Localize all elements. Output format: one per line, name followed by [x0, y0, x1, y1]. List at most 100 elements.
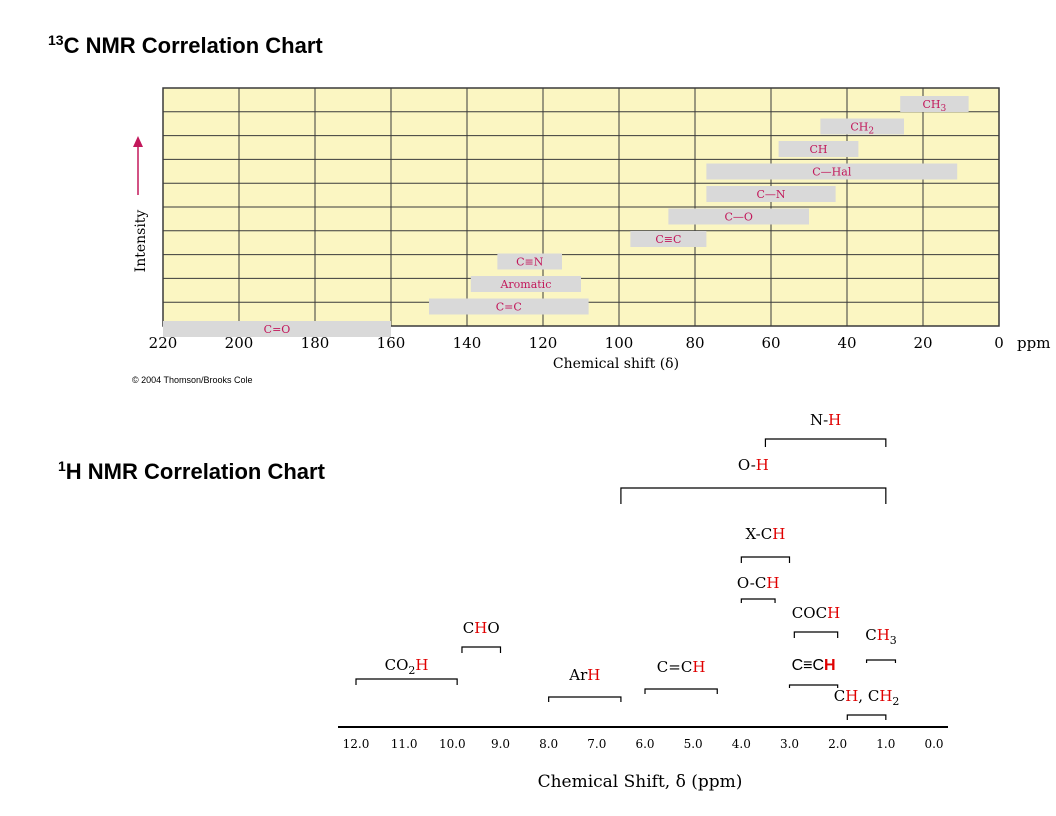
c13-range-c-n: C—N	[706, 186, 836, 202]
c13-range-band	[163, 321, 391, 337]
c13-range-band	[497, 253, 562, 270]
c13-range-c-c: C≡C	[630, 231, 707, 247]
c13-tick-label: 120	[529, 334, 558, 352]
c13-range-band	[630, 231, 707, 247]
h1-tick-label: 12.0	[343, 737, 370, 751]
h1-range-coch: COCH	[792, 604, 840, 638]
c13-range-label: Aromatic	[499, 278, 551, 291]
c13-range-c-o: C=O	[163, 321, 391, 337]
h1-tick-label: 10.0	[439, 737, 466, 751]
c13-tick-label: 160	[377, 334, 406, 352]
h1-tick-label: 9.0	[491, 737, 510, 751]
c13-tick-label: 220	[149, 334, 178, 352]
h1-range-o-h: O-H	[620, 456, 887, 504]
c13-range-ch3: CH3	[900, 96, 969, 114]
c13-tick-label: 200	[225, 334, 254, 352]
c13-tick-label: 140	[453, 334, 482, 352]
h1-range-label: CHO	[463, 619, 500, 637]
c13-range-band	[470, 276, 581, 292]
h1-range-label: ArH	[568, 666, 600, 684]
c13-range-label: CH2	[850, 121, 874, 137]
h1-range-c-ch: C≡CH	[788, 657, 839, 688]
h1-range-label: C=CH	[657, 658, 706, 676]
c13-range-band	[900, 96, 969, 112]
c13-range-band	[429, 298, 589, 315]
h1-range-bracket	[793, 631, 839, 638]
h1-range-ch3: CH3	[865, 626, 897, 663]
c13-range-band	[706, 163, 958, 180]
c13-range-label: C≡N	[516, 256, 544, 269]
h1-chart-title: 1H NMR Correlation Chart	[58, 458, 325, 485]
h1-tick-label: 6.0	[635, 737, 654, 751]
c13-range-label: C=C	[496, 301, 522, 314]
h1-range-label: X-CH	[746, 525, 786, 543]
h1-range-label: N-H	[810, 411, 841, 429]
c13-intensity-arrowhead	[133, 136, 143, 147]
c13-range-label: CH3	[923, 98, 947, 114]
h1-tick-label: 3.0	[780, 737, 799, 751]
c13-range-label: C—Hal	[812, 166, 852, 179]
h1-tick-label: 7.0	[587, 737, 606, 751]
c13-range-c-n: C≡N	[497, 253, 562, 270]
c13-range-aromatic: Aromatic	[470, 276, 581, 292]
copyright-notice: © 2004 Thomson/Brooks Cole	[132, 375, 253, 385]
h1-tick-label: 0.0	[924, 737, 943, 751]
h1-range-bracket	[461, 646, 502, 653]
h1-range-x-ch: X-CH	[740, 525, 791, 563]
h1-range-bracket	[740, 598, 776, 603]
h1-range-bracket	[865, 659, 897, 663]
c13-range-band	[820, 118, 904, 135]
h1-range-label: CH, CH2	[834, 687, 900, 708]
c13-title-text: C NMR Correlation Chart	[63, 33, 323, 58]
c13-range-band	[706, 186, 836, 202]
h1-range-bracket	[355, 678, 458, 685]
h1-range-label: C≡CH	[792, 657, 836, 674]
h1-range-bracket	[788, 684, 839, 688]
c13-tick-label: 40	[837, 334, 856, 352]
h1-tick-label: 11.0	[391, 737, 418, 751]
h1-title-superscript: 1	[58, 458, 66, 474]
h1-tick-label: 1.0	[876, 737, 895, 751]
h1-x-axis-label: Chemical Shift, δ (ppm)	[538, 772, 743, 792]
c13-tick-label: 180	[301, 334, 330, 352]
c13-title-superscript: 13	[48, 32, 64, 48]
h1-range-label: O-CH	[737, 574, 780, 592]
h1-tick-label: 8.0	[539, 737, 558, 751]
c13-range-ch2: CH2	[820, 118, 904, 137]
h1-range-label: COCH	[792, 604, 840, 622]
c13-range-ch: CH	[778, 141, 859, 157]
c13-axis-unit: ppm	[1017, 334, 1050, 352]
h1-range-bracket	[548, 696, 622, 702]
h1-range-bracket	[846, 714, 887, 720]
c13-y-axis-label: Intensity	[133, 210, 149, 273]
c13-chart-title: 13C NMR Correlation Chart	[48, 32, 323, 59]
c13-range-label: C=O	[264, 323, 291, 336]
h1-range-c-ch: C=CH	[644, 658, 718, 694]
h1-range-cho: CHO	[461, 619, 502, 653]
h1-range-label: CO2H	[385, 656, 429, 677]
h1-tick-label: 2.0	[828, 737, 847, 751]
h1-range-bracket	[620, 487, 887, 504]
h1-range-bracket	[764, 438, 887, 447]
h1-range-ch-ch2: CH, CH2	[834, 687, 900, 720]
c13-range-band	[778, 141, 859, 157]
c13-tick-label: 20	[913, 334, 932, 352]
h1-range-arh: ArH	[548, 666, 622, 702]
c13-tick-label: 100	[605, 334, 634, 352]
c13-range-label: C—N	[756, 188, 785, 201]
h1-tick-label: 5.0	[684, 737, 703, 751]
h1-range-bracket	[740, 556, 791, 563]
c13-tick-label: 60	[761, 334, 780, 352]
c13-range-label: CH	[809, 143, 827, 156]
h1-title-text: H NMR Correlation Chart	[65, 459, 325, 484]
c13-range-band	[668, 208, 809, 225]
c13-range-c-c: C=C	[429, 298, 589, 315]
h1-range-n-h: N-H	[764, 411, 887, 447]
h1-range-label: CH3	[865, 626, 897, 647]
c13-range-label: C—O	[724, 211, 752, 224]
c13-tick-label: 0	[994, 334, 1004, 352]
h1-range-label: O-H	[738, 456, 769, 474]
c13-range-label: C≡C	[655, 233, 681, 246]
